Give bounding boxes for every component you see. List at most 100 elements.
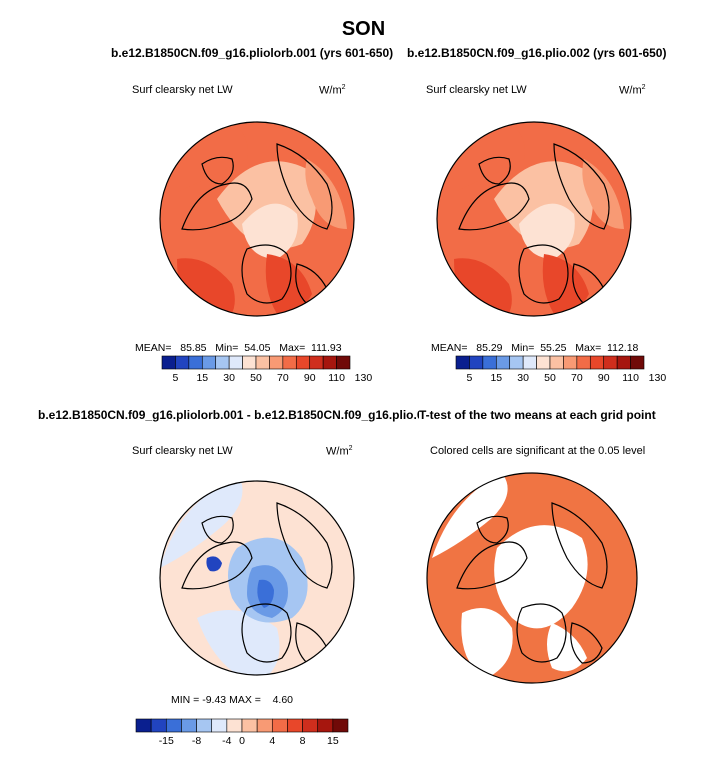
panel-2-colorbar-box-12	[616, 355, 631, 370]
panel-1-colorbar-box-11	[309, 355, 324, 370]
panel-3-colorbar-box-2	[165, 718, 182, 733]
panel-4-coastline-0	[456, 541, 528, 590]
panel-4-map-border	[426, 472, 638, 684]
panel-4-field-region-0	[432, 473, 508, 558]
panel-2-colorbar: 5 15 30 50 70 90 110 130	[455, 355, 666, 384]
panel-1-colorbar-box-12	[322, 355, 337, 370]
panel-2-colorbar-box-3	[495, 355, 511, 370]
panel-1-colorbar-label-0: 5	[173, 372, 179, 384]
panel-3-colorbar-box-8	[256, 718, 273, 733]
panel-3-field-region-1	[197, 610, 280, 675]
panel-2-colorbar-label-1: 15	[490, 372, 502, 384]
panel-3-coastline-1	[241, 603, 292, 663]
panel-3-colorbar-box-0	[135, 718, 152, 733]
panel-3-map-border	[159, 480, 355, 676]
panel-2-colorbar-label-5: 90	[598, 372, 610, 384]
panel-2-coastline-0	[458, 182, 530, 231]
panel-1-colorbar-box-8	[269, 355, 284, 370]
panel-3-colorbar-label-6: 15	[327, 735, 339, 747]
panel-3-field-region-0	[160, 481, 243, 568]
panel-4-field-region-2	[461, 608, 513, 678]
panel-3-colorbar-box-5	[211, 718, 228, 733]
panel-2-field	[437, 122, 631, 316]
panel-2-polar-map	[436, 121, 632, 317]
panel-1-colorbar: 5 15 30 50 70 90 110 130	[161, 355, 372, 384]
panel-1-coastline-3	[201, 156, 234, 185]
panel-3-colorbar: -15 -8 -4 0 4 8 15	[135, 718, 349, 747]
panel-2-units: W/m2	[619, 84, 646, 97]
panel-1-coastline-1	[241, 244, 292, 304]
panel-3-colorbar-label-4: 4	[269, 735, 275, 747]
panel-2-colorbar-label-4: 70	[571, 372, 583, 384]
panel-4-coastline-2	[551, 502, 608, 589]
panel-2-colorbar-box-10	[589, 355, 605, 370]
panel-1-colorbar-box-13	[336, 355, 351, 370]
panel-1-colorbar-box-3	[201, 355, 217, 370]
panel-2-coastline-1	[518, 244, 569, 304]
panel-3-coastline-3	[201, 515, 234, 544]
panel-1-colorbar-box-10	[295, 355, 311, 370]
panel-2-colorbar-box-11	[603, 355, 618, 370]
panel-1-colorbar-box-1	[175, 355, 190, 370]
panel-4-coastline-3	[476, 515, 509, 544]
panel-2-coastline-3	[478, 156, 511, 185]
panel-2-coastline-2	[553, 143, 610, 230]
panel-2-colorbar-box-13	[630, 355, 645, 370]
panel-2-colorbar-box-4	[509, 355, 524, 370]
panel-1-stats: MEAN= 85.85 Min= 54.05 Max= 111.93	[135, 342, 342, 354]
panel-3-colorbar-box-6	[226, 718, 243, 733]
panel-1-title: b.e12.B1850CN.f09_g16.pliolorb.001 (yrs …	[111, 46, 394, 60]
panel-3-colorbar-box-11	[302, 718, 319, 733]
panel-1-colorbar-box-4	[215, 355, 230, 370]
panel-1-colorbar-label-6: 110	[328, 372, 345, 384]
panel-3-title: b.e12.B1850CN.f09_g16.pliolorb.001 - b.e…	[38, 408, 437, 422]
panel-1-field-region-2	[242, 203, 298, 259]
panel-1-colorbar-box-6	[242, 355, 257, 370]
panel-2-colorbar-box-0	[455, 355, 470, 370]
panel-1-colorbar-label-2: 30	[223, 372, 235, 384]
panel-3-colorbar-box-4	[196, 718, 213, 733]
panel-1-colorbar-box-0	[161, 355, 176, 370]
panel-3-colorbar-label-0: -15	[159, 735, 174, 747]
panel-1-colorbar-box-9	[282, 355, 297, 370]
panel-1-field-region-4	[265, 254, 312, 314]
panel-1-coastline-2	[276, 143, 333, 230]
panel-3-units: W/m2	[326, 445, 353, 458]
panel-3-colorbar-label-1: -8	[192, 735, 201, 747]
panel-1-coastline-0	[181, 182, 253, 231]
panel-1-colorbar-label-7: 130	[355, 372, 373, 384]
panel-2-colorbar-box-8	[563, 355, 578, 370]
panel-1-colorbar-label-4: 70	[277, 372, 289, 384]
panel-3-colorbar-box-9	[271, 718, 288, 733]
panel-2-colorbar-label-0: 5	[467, 372, 473, 384]
panel-2-variable-label: Surf clearsky net LW	[426, 84, 527, 96]
panel-2-map-border	[436, 121, 632, 317]
panel-2-colorbar-label-7: 130	[649, 372, 667, 384]
panel-3-field	[160, 481, 354, 675]
panel-2-colorbar-label-3: 50	[544, 372, 556, 384]
panel-1-colorbar-label-3: 50	[250, 372, 262, 384]
panel-2-field-region-5	[582, 159, 624, 229]
panel-3-stats: MIN = -9.43 MAX = 4.60	[171, 694, 293, 706]
panel-2-stats: MEAN= 85.29 Min= 55.25 Max= 112.18	[431, 342, 639, 354]
panel-1-colorbar-label-1: 15	[196, 372, 208, 384]
panel-3-colorbar-box-13	[332, 718, 349, 733]
panel-2-title: b.e12.B1850CN.f09_g16.plio.002 (yrs 601-…	[407, 46, 667, 60]
panel-3-polar-map	[159, 480, 355, 676]
panel-4-title: T-test of the two means at each grid poi…	[419, 408, 656, 422]
panel-4-polar-map	[426, 472, 638, 684]
panel-3-coastline-0	[181, 541, 253, 590]
panel-1-polar-map	[159, 121, 355, 317]
panel-4-field-region-3	[547, 623, 587, 672]
panel-3-field-region-4	[257, 579, 274, 608]
panel-3-colorbar-label-3: 0	[239, 735, 245, 747]
panel-2-colorbar-label-2: 30	[517, 372, 529, 384]
panel-3-colorbar-box-3	[181, 718, 197, 733]
panel-1-colorbar-label-5: 90	[304, 372, 316, 384]
panel-1-colorbar-box-7	[255, 355, 270, 370]
panel-1-units: W/m2	[319, 84, 346, 97]
panel-2-colorbar-box-9	[576, 355, 591, 370]
panel-1-variable-label: Surf clearsky net LW	[132, 84, 233, 96]
panel-2-field-region-2	[519, 203, 575, 259]
panel-2-colorbar-box-1	[469, 355, 484, 370]
